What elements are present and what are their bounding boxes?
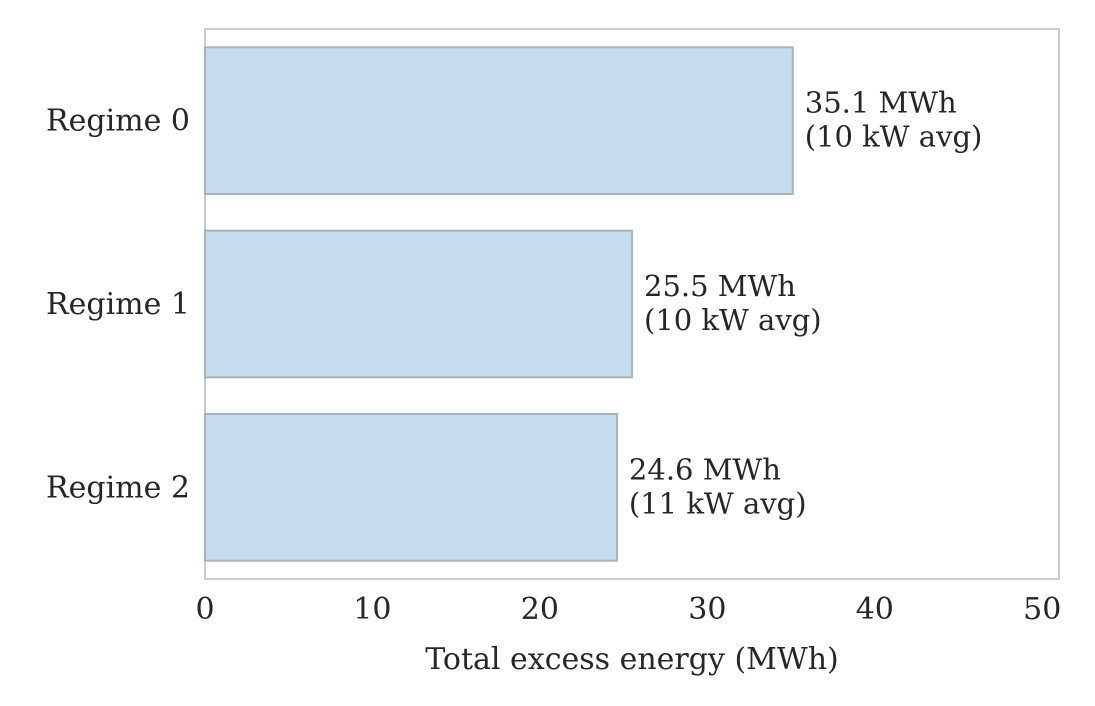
x-tick-label: 30	[688, 592, 726, 627]
data-label: 35.1 MWh	[805, 86, 957, 120]
x-tick-labels-group: 0 10 20 30 40 50	[195, 592, 1061, 627]
x-axis-title: Total excess energy (MWh)	[425, 642, 839, 677]
x-tick-label: 40	[856, 592, 894, 627]
category-label: Regime 1	[46, 287, 190, 322]
bar-regime-2	[204, 413, 618, 562]
data-label: 25.5 MWh	[644, 269, 796, 303]
x-tick-label: 10	[353, 592, 391, 627]
data-labels-group: 35.1 MWh(10 kW avg)25.5 MWh(10 kW avg)24…	[629, 86, 982, 521]
bar-regime-1	[204, 229, 633, 379]
data-label: (10 kW avg)	[644, 303, 822, 337]
data-label: (11 kW avg)	[629, 486, 807, 520]
bar-regime-0	[204, 46, 794, 196]
bars-group	[204, 46, 794, 562]
category-labels-group: Regime 0 Regime 1 Regime 2	[46, 104, 190, 506]
x-tick-label: 0	[195, 592, 214, 627]
data-label: (10 kW avg)	[805, 120, 983, 154]
category-label: Regime 2	[46, 470, 190, 505]
category-label: Regime 0	[46, 104, 190, 139]
data-label: 24.6 MWh	[629, 452, 781, 486]
x-tick-label: 20	[521, 592, 559, 627]
x-tick-label: 50	[1023, 592, 1061, 627]
